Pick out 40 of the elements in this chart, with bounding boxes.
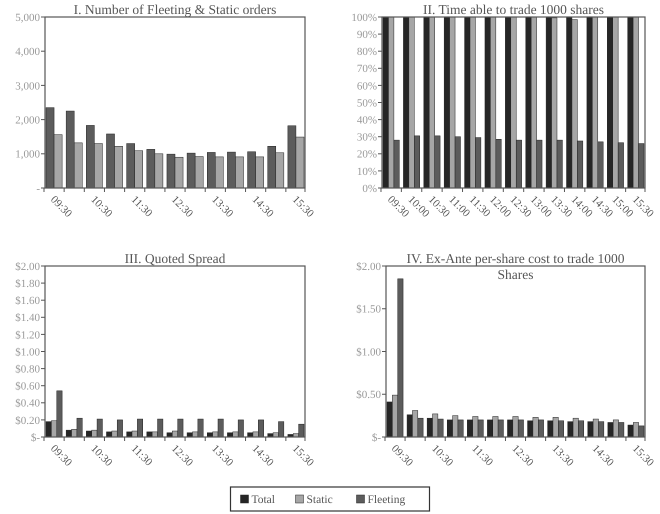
y-tick-label: $0.50 — [356, 389, 382, 402]
y-tick-label: $1.80 — [15, 278, 40, 290]
y-tick-label: $1.50 — [356, 304, 382, 316]
y-tick-label: 60% — [356, 80, 377, 92]
chart-title: II. Time able to trade 1000 shares — [422, 2, 604, 17]
y-tick-label: $2.00 — [15, 260, 40, 273]
y-tick-label: $2.00 — [356, 260, 382, 273]
y-tick-label: $0.60 — [15, 380, 40, 393]
y-tick-label: $1.00 — [15, 346, 40, 358]
y-tick-label: 1,000 — [15, 148, 40, 161]
y-tick-label: 2,000 — [15, 114, 40, 126]
y-tick-label: 100% — [351, 12, 377, 24]
y-tick-label: 4,000 — [15, 46, 40, 58]
chart-title: IV. Ex-Ante per-share cost to trade 1000 Shares — [406, 251, 625, 282]
y-tick-label: 30% — [356, 132, 377, 144]
y-tick-label: 5,000 — [15, 12, 40, 24]
y-tick-label: 0% — [362, 182, 377, 195]
chart-title: III. Quoted Spread — [124, 251, 226, 266]
y-tick-label: $1.00 — [356, 346, 382, 358]
y-tick-label: $0.40 — [15, 398, 40, 410]
y-tick-label: $1.40 — [15, 312, 40, 324]
y-tick-label: $0.20 — [15, 414, 40, 427]
y-tick-label: 10% — [356, 166, 377, 178]
legend-label: Fleeting — [368, 494, 406, 506]
y-tick-label: 20% — [356, 148, 377, 161]
y-tick-label: - — [36, 182, 40, 195]
y-tick-label: $1.60 — [15, 295, 40, 308]
y-tick-label: 50% — [356, 97, 377, 110]
y-tick-label: $- — [372, 432, 382, 444]
y-tick-label: 70% — [356, 63, 377, 76]
y-tick-label: 3,000 — [15, 80, 40, 92]
legend-label: Static — [306, 494, 333, 506]
y-tick-label: 40% — [356, 114, 377, 126]
chart-title: I. Number of Fleeting & Static orders — [74, 2, 276, 17]
y-tick-label: $- — [30, 432, 40, 444]
y-tick-label: 90% — [356, 28, 377, 41]
y-tick-label: 80% — [356, 46, 377, 58]
y-tick-label: $0.80 — [15, 363, 40, 376]
legend-label: Total — [252, 494, 275, 506]
y-tick-label: $1.20 — [15, 329, 40, 342]
